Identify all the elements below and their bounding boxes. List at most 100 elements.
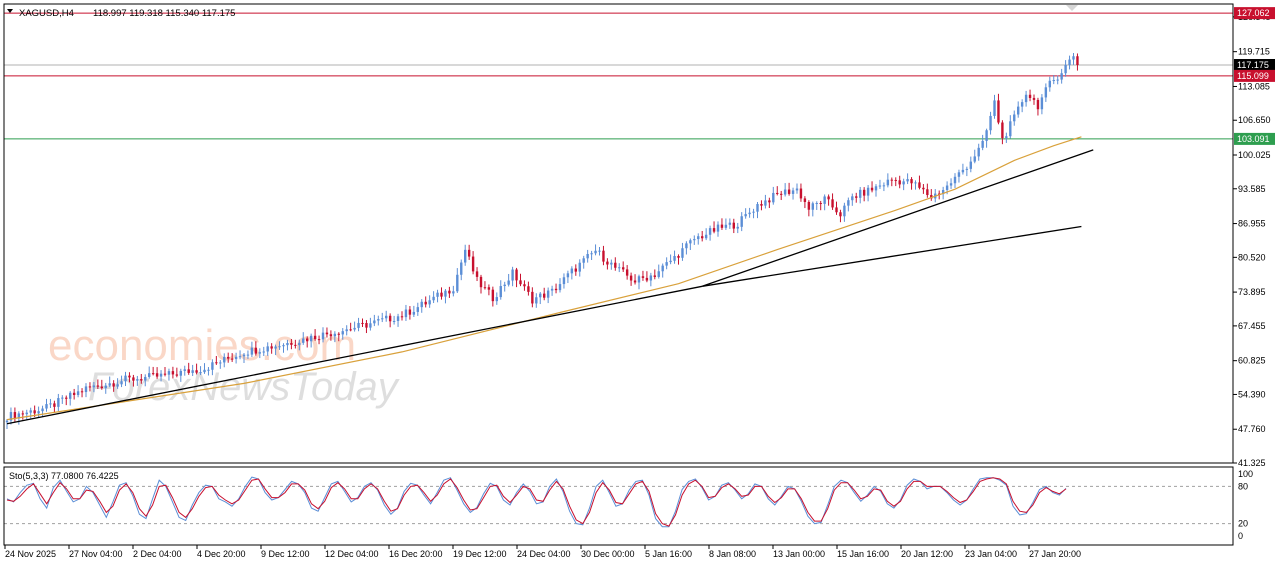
candle-body: [148, 373, 151, 377]
y-tick-label: 86.955: [1238, 219, 1266, 229]
candle-body: [633, 280, 637, 283]
candle-body: [977, 147, 980, 157]
candle-body: [416, 307, 419, 312]
candle-body: [910, 179, 913, 184]
candle-body: [590, 253, 593, 255]
candle-body: [104, 385, 107, 389]
candle-body: [851, 196, 854, 201]
candle-body: [404, 309, 408, 318]
scroll-marker-icon[interactable]: [1066, 5, 1078, 11]
candle-body: [807, 201, 811, 210]
x-tick-label: 4 Dec 20:00: [197, 549, 246, 559]
candle-body: [1036, 99, 1040, 110]
candle-body: [195, 370, 198, 373]
candle-body: [53, 403, 56, 407]
candle-body: [558, 284, 562, 291]
y-tick-label: 41.325: [1238, 458, 1266, 468]
candle-body: [444, 290, 447, 297]
candle-body: [740, 216, 743, 227]
candle-body: [649, 275, 653, 281]
stoch-level-label: 100: [1238, 469, 1253, 479]
candle-body: [586, 254, 589, 259]
candle-body: [440, 292, 443, 297]
candle-body: [578, 262, 581, 272]
y-tick-label: 100.025: [1238, 150, 1271, 160]
candle-body: [756, 204, 759, 212]
candle-body: [543, 293, 546, 298]
candle-body: [1040, 97, 1044, 110]
candle-body: [550, 288, 554, 291]
candle-body: [953, 176, 957, 184]
candle-body: [669, 260, 672, 263]
candle-body: [1001, 122, 1004, 139]
candle-body: [234, 356, 238, 360]
watermark-forexnewstoday: ForexNewsToday: [88, 365, 401, 409]
candle-body: [76, 391, 80, 395]
price-level-tag: [1234, 132, 1275, 145]
candle-body: [724, 224, 728, 228]
candle-body: [531, 291, 534, 304]
y-tick-label: 119.715: [1238, 47, 1270, 57]
candle-body: [274, 346, 277, 349]
candle-body: [9, 412, 13, 421]
candle-body: [238, 356, 242, 358]
candle-body: [855, 196, 858, 198]
x-tick-label: 8 Jan 08:00: [709, 549, 756, 559]
candle-body: [701, 236, 704, 239]
candle-body: [286, 343, 289, 346]
price-level-label: 103.091: [1237, 134, 1270, 144]
candle-body: [17, 413, 21, 419]
price-level-tag: [1234, 69, 1275, 82]
candle-body: [625, 269, 629, 276]
stoch-label: Sto(5,3,3) 77.0800 76.4225: [9, 471, 119, 481]
candle-body: [467, 249, 471, 257]
candle-body: [1005, 136, 1008, 139]
trendline: [701, 149, 1094, 287]
candle-body: [254, 347, 258, 354]
candle-body: [1009, 121, 1012, 137]
y-tick-label: 93.585: [1238, 184, 1266, 194]
candle-body: [859, 189, 862, 198]
candle-body: [116, 384, 119, 387]
candle-body: [582, 258, 585, 263]
candle-body: [862, 189, 866, 196]
candle-body: [357, 322, 360, 328]
candle-body: [985, 130, 988, 141]
candle-body: [72, 392, 76, 395]
candle-body: [720, 224, 724, 228]
candle-body: [831, 199, 834, 208]
candle-body: [949, 183, 953, 186]
candle-body: [1048, 80, 1051, 88]
candle-body: [167, 371, 171, 375]
stoch-level-label: 20: [1238, 519, 1248, 529]
candle-body: [748, 212, 751, 215]
candle-body: [230, 358, 234, 360]
candle-body: [894, 179, 897, 181]
candle-body: [258, 352, 261, 354]
candle-body: [207, 369, 210, 371]
candle-body: [365, 323, 368, 328]
candle-body: [84, 386, 88, 393]
candle-body: [945, 185, 949, 190]
candle-body: [914, 182, 917, 184]
candle-body: [215, 362, 218, 364]
candle-body: [464, 249, 467, 263]
candle-body: [1060, 73, 1063, 80]
candle-body: [306, 338, 309, 342]
candle-body: [866, 187, 870, 196]
candle-body: [594, 250, 597, 254]
collapse-triangle-icon[interactable]: [7, 9, 13, 13]
candle-body: [203, 369, 206, 373]
price-level-label: 117.175: [1237, 60, 1269, 70]
candle-body: [345, 329, 348, 332]
candle-body: [80, 391, 84, 393]
candle-body: [436, 292, 439, 297]
candle-body: [598, 250, 601, 252]
y-tick-label: 80.520: [1238, 252, 1266, 262]
candle-body: [61, 397, 64, 399]
y-tick-label: 47.760: [1238, 424, 1266, 434]
trendline: [702, 225, 1082, 287]
moving-average-line: [6, 136, 1082, 421]
candle-body: [776, 192, 779, 194]
